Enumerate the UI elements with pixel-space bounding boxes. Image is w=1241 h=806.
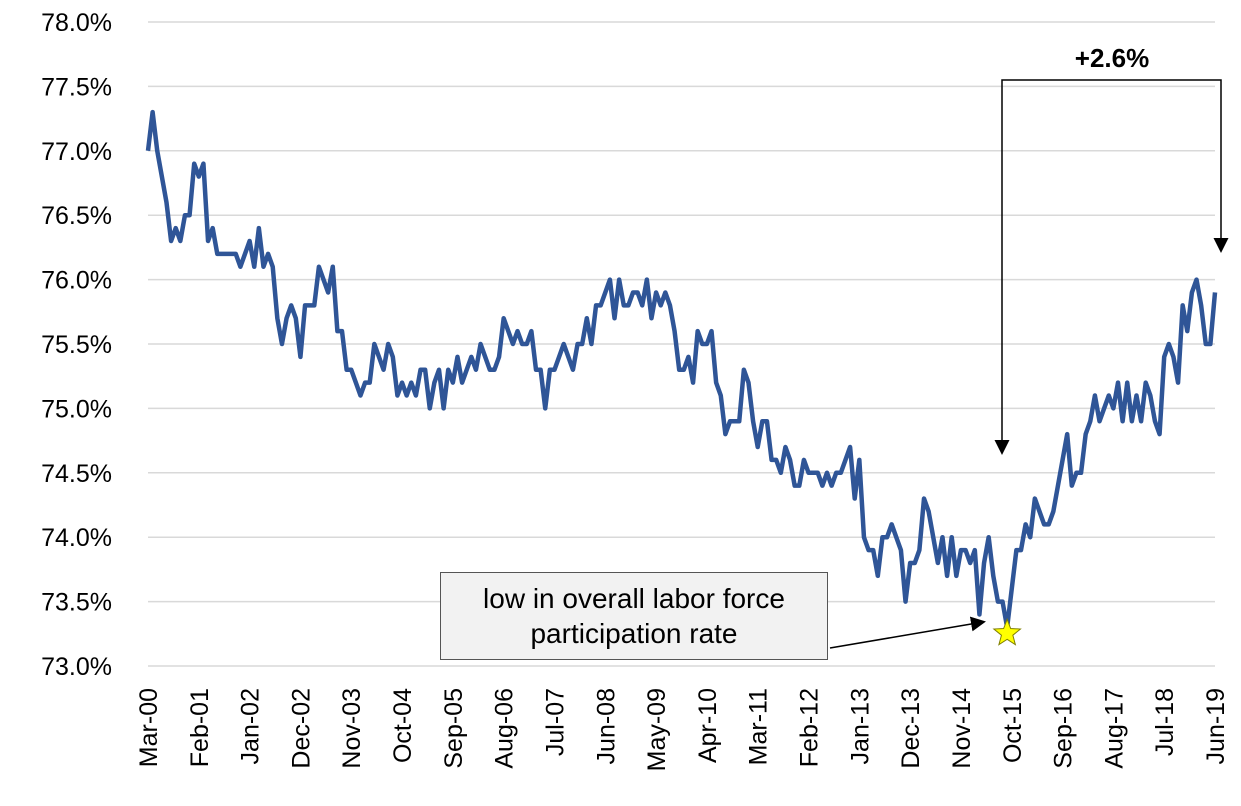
arrow [829,616,986,649]
y-tick-label: 75.5% [41,331,112,359]
y-tick-label: 78.0% [41,9,112,37]
y-tick-label: 74.0% [41,524,112,552]
x-tick-label: Aug-17 [1100,688,1128,769]
x-tick-label: Oct-15 [999,688,1027,763]
y-tick-label: 75.0% [41,395,112,423]
x-tick-label: Nov-03 [338,688,366,769]
x-tick-label: Apr-10 [694,688,722,763]
x-tick-label: Jul-18 [1151,688,1179,756]
annotation: +2.6% [1075,43,1149,73]
x-tick-label: Sep-05 [440,688,468,769]
x-tick-label: Mar-11 [745,688,773,765]
x-tick-label: Feb-12 [796,688,824,767]
y-tick-label: 76.5% [41,202,112,230]
annotation-box: low in overall labor force participation… [440,572,828,660]
y-tick-label: 73.5% [41,589,112,617]
x-tick-label: Dec-13 [897,688,925,769]
y-tick-label: 76.0% [41,267,112,295]
x-tick-label: Oct-04 [389,688,417,763]
y-tick-label: 73.0% [41,653,112,681]
y-tick-label: 74.5% [41,460,112,488]
bracket [1001,79,1229,253]
x-tick-label: Jun-08 [592,688,620,764]
x-tick-label: Feb-01 [186,688,214,767]
y-tick-label: 77.5% [41,73,112,101]
x-tick-label: Sep-16 [1050,688,1078,769]
x-tick-label: Mar-00 [135,688,163,767]
x-tick-label: May-09 [643,688,671,771]
x-tick-label: Dec-02 [287,688,315,769]
x-tick-label: Jul-07 [541,688,569,756]
x-tick-label: Aug-06 [491,688,519,769]
data-line [145,109,1218,630]
x-tick-label: Nov-14 [948,688,976,769]
y-tick-label: 77.0% [41,138,112,166]
x-tick-label: Jan-13 [846,688,874,764]
x-tick-label: Jan-02 [237,688,265,764]
low-marker [992,617,1022,646]
x-tick-label: Jun-19 [1202,688,1230,764]
